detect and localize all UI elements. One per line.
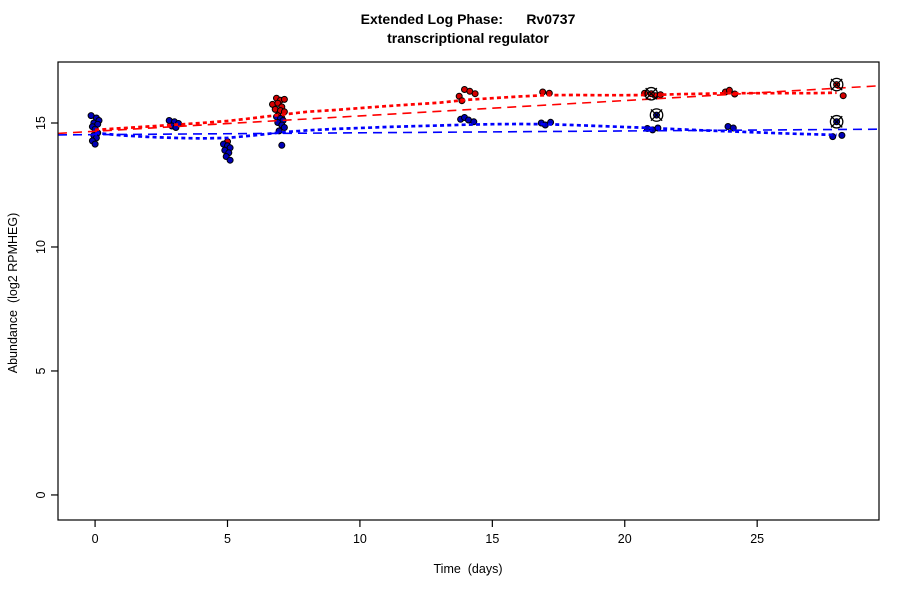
blue-linear-fit-line bbox=[57, 128, 880, 136]
flag-x-icon bbox=[830, 78, 843, 91]
y-axis-tick-label: 10 bbox=[34, 240, 48, 254]
x-axis-title: Time (days) bbox=[433, 562, 503, 576]
blue-loess-fit-line bbox=[94, 122, 837, 140]
red-point bbox=[839, 92, 847, 100]
red-loess-fit-line bbox=[95, 91, 837, 132]
blue-point bbox=[91, 140, 99, 148]
blue-point bbox=[280, 124, 288, 131]
red-linear-fit-line bbox=[57, 85, 880, 135]
x-axis-tick-label: 20 bbox=[618, 532, 632, 546]
flag-circle-icon bbox=[829, 77, 844, 92]
flag-x-icon bbox=[650, 109, 663, 122]
y-axis-tick-label: 5 bbox=[34, 367, 48, 374]
blue-point bbox=[838, 131, 846, 139]
plot-border bbox=[57, 61, 880, 521]
y-axis-tick-label: 0 bbox=[34, 491, 48, 498]
red-point bbox=[471, 90, 479, 98]
flag-circle-icon bbox=[829, 114, 844, 129]
red-point bbox=[280, 95, 288, 103]
blue-point bbox=[226, 156, 234, 164]
x-axis-tick-label: 5 bbox=[224, 532, 231, 546]
x-axis-tick-label: 25 bbox=[750, 532, 764, 546]
blue-point bbox=[278, 141, 286, 149]
flag-x-icon bbox=[830, 115, 843, 128]
x-axis-tick-label: 10 bbox=[353, 532, 367, 546]
y-axis-title: Abundance (log2 RPMHEG) bbox=[6, 212, 20, 374]
x-axis-tick-label: 15 bbox=[485, 532, 499, 546]
flag-circle-icon bbox=[644, 86, 659, 101]
chart-title-line1: Extended Log Phase: Rv0737 bbox=[360, 11, 576, 27]
flag-x-icon bbox=[645, 87, 658, 100]
y-axis-tick-label: 15 bbox=[34, 116, 48, 130]
x-axis-tick-label: 0 bbox=[92, 532, 99, 546]
flag-circle-icon bbox=[649, 108, 664, 122]
chart-title-line2: transcriptional regulator bbox=[387, 30, 549, 46]
